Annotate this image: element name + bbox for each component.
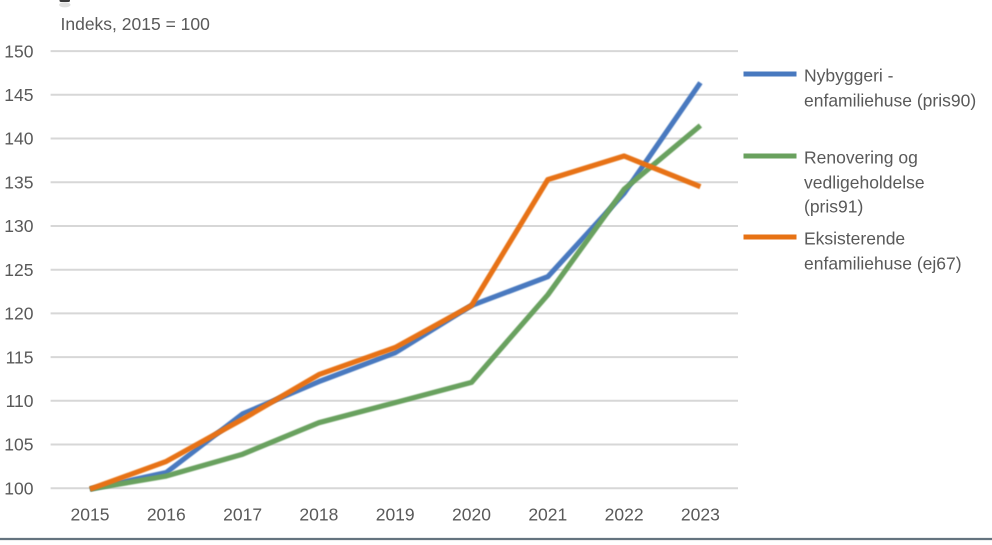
svg-text:2021: 2021 bbox=[528, 505, 567, 525]
svg-text:2015: 2015 bbox=[71, 505, 110, 525]
svg-text:100: 100 bbox=[4, 479, 33, 499]
svg-text:enfamiliehuse (pris90): enfamiliehuse (pris90) bbox=[804, 90, 976, 110]
svg-text:135: 135 bbox=[4, 172, 33, 192]
svg-text:2018: 2018 bbox=[299, 505, 338, 525]
svg-text:Renovering og: Renovering og bbox=[804, 147, 918, 167]
svg-text:145: 145 bbox=[4, 85, 33, 105]
svg-text:140: 140 bbox=[4, 129, 33, 149]
svg-text:115: 115 bbox=[6, 347, 34, 367]
svg-text:125: 125 bbox=[4, 260, 33, 280]
svg-text:Eksisterende: Eksisterende bbox=[804, 228, 905, 248]
svg-text:2023: 2023 bbox=[681, 505, 720, 525]
svg-text:2020: 2020 bbox=[452, 505, 491, 525]
svg-text:150: 150 bbox=[4, 41, 33, 61]
svg-text:130: 130 bbox=[4, 216, 33, 236]
svg-text:2016: 2016 bbox=[147, 505, 186, 525]
svg-text:2019: 2019 bbox=[376, 505, 415, 525]
svg-text:2022: 2022 bbox=[605, 505, 644, 525]
svg-text:105: 105 bbox=[4, 435, 33, 455]
svg-text:120: 120 bbox=[4, 304, 33, 324]
svg-text:enfamiliehuse (ej67): enfamiliehuse (ej67) bbox=[804, 253, 962, 273]
svg-text:110: 110 bbox=[6, 391, 34, 411]
svg-text:2017: 2017 bbox=[223, 505, 262, 525]
svg-text:vedligeholdelse: vedligeholdelse bbox=[804, 172, 925, 192]
svg-text:(pris91): (pris91) bbox=[804, 196, 863, 216]
svg-text:Nybyggeri -: Nybyggeri - bbox=[804, 65, 894, 85]
svg-text:Indeks, 2015 = 100: Indeks, 2015 = 100 bbox=[61, 14, 211, 34]
